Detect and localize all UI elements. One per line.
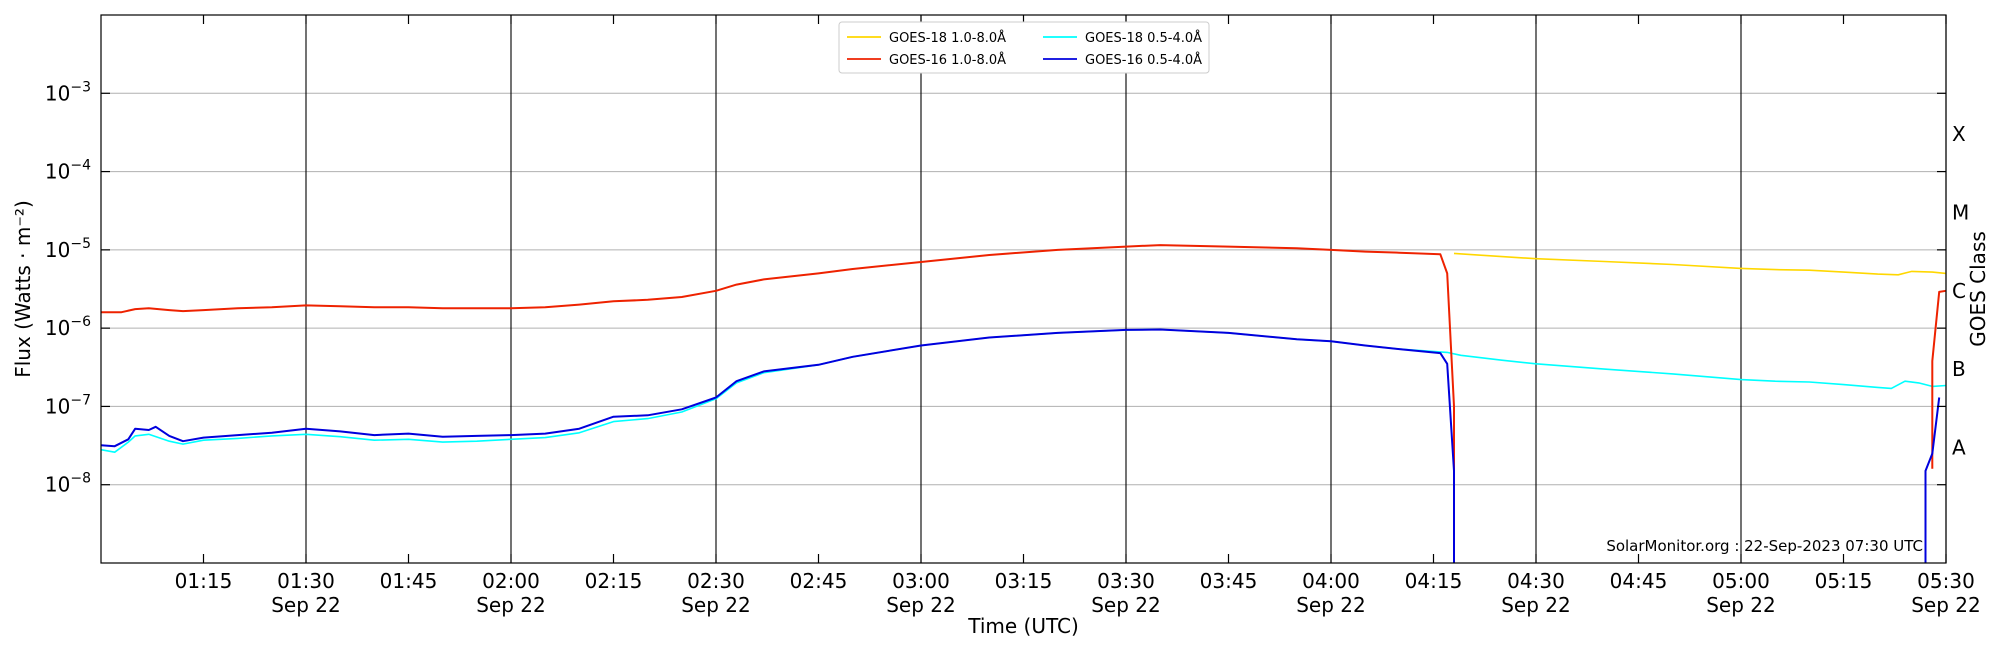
legend-label: GOES-18 1.0-8.0Å (889, 30, 1006, 46)
x-tick-label: 03:15 (995, 569, 1053, 593)
goes-class-label: B (1952, 357, 1966, 381)
x-tick-date-label: Sep 22 (476, 593, 546, 617)
goes-class-label: X (1952, 122, 1966, 146)
x-tick-label: 03:45 (1200, 569, 1258, 593)
y-tick-label: 10−5 (45, 236, 91, 262)
x-tick-label: 04:15 (1405, 569, 1463, 593)
x-tick-label: 05:30 (1917, 569, 1975, 593)
series-layer (100, 244, 1947, 563)
series-line (100, 328, 1941, 563)
series-line (1453, 252, 1947, 276)
x-tick-label: 04:00 (1302, 569, 1360, 593)
x-tick-date-label: Sep 22 (1501, 593, 1571, 617)
x-tick-label: 01:15 (175, 569, 233, 593)
legend-label: GOES-16 0.5-4.0Å (1085, 52, 1202, 68)
x-tick-date-label: Sep 22 (1091, 593, 1161, 617)
credit-text: SolarMonitor.org : 22-Sep-2023 07:30 UTC (1606, 537, 1923, 555)
x-tick-label: 05:15 (1815, 569, 1873, 593)
x-tick-label: 04:30 (1507, 569, 1565, 593)
x-tick-date-label: Sep 22 (886, 593, 956, 617)
x-tick-date-label: Sep 22 (681, 593, 751, 617)
series-line (101, 244, 1947, 482)
y-tick-label: 10−3 (45, 79, 91, 105)
legend: GOES-18 1.0-8.0Å GOES-16 1.0-8.0Å GOES-18 … (838, 21, 1210, 74)
legend-box (838, 21, 1210, 74)
x-tick-label: 02:15 (585, 569, 643, 593)
x-tick-label: 02:00 (482, 569, 540, 593)
y-tick-label: 10−7 (45, 392, 91, 418)
x-tick-label: 01:30 (277, 569, 335, 593)
goes-class-labels: A B C M X (1952, 122, 1969, 459)
y-axis-title: Flux (Watts · m⁻²) (11, 200, 35, 378)
legend-label: GOES-18 0.5-4.0Å (1085, 30, 1202, 46)
x-tick-label: 02:30 (687, 569, 745, 593)
x-tick-label: 02:45 (790, 569, 848, 593)
x-tick-label: 03:00 (892, 569, 950, 593)
x-axis-title: Time (UTC) (967, 614, 1079, 638)
x-tick-label: 04:45 (1610, 569, 1668, 593)
y-tick-label: 10−6 (45, 314, 91, 340)
goes-class-label: C (1952, 279, 1966, 303)
x-tick-date-label: Sep 22 (1911, 593, 1981, 617)
x-tick-label: 03:30 (1097, 569, 1155, 593)
x-tick-label: 01:45 (380, 569, 438, 593)
goes-class-label: A (1952, 435, 1966, 459)
x-tick-date-label: Sep 22 (271, 593, 341, 617)
goes-class-label: M (1952, 201, 1969, 225)
y-tick-label: 10−8 (45, 471, 91, 497)
x-tick-date-label: Sep 22 (1706, 593, 1776, 617)
y-tick-label: 10−4 (45, 158, 91, 184)
y-axis-ticks: 10−8 10−7 10−6 10−5 10−4 10−3 (45, 79, 1946, 497)
right-y-axis-title: GOES Class (1966, 231, 1990, 347)
legend-label: GOES-16 1.0-8.0Å (889, 52, 1006, 68)
x-tick-date-label: Sep 22 (1296, 593, 1366, 617)
x-tick-label: 05:00 (1712, 569, 1770, 593)
